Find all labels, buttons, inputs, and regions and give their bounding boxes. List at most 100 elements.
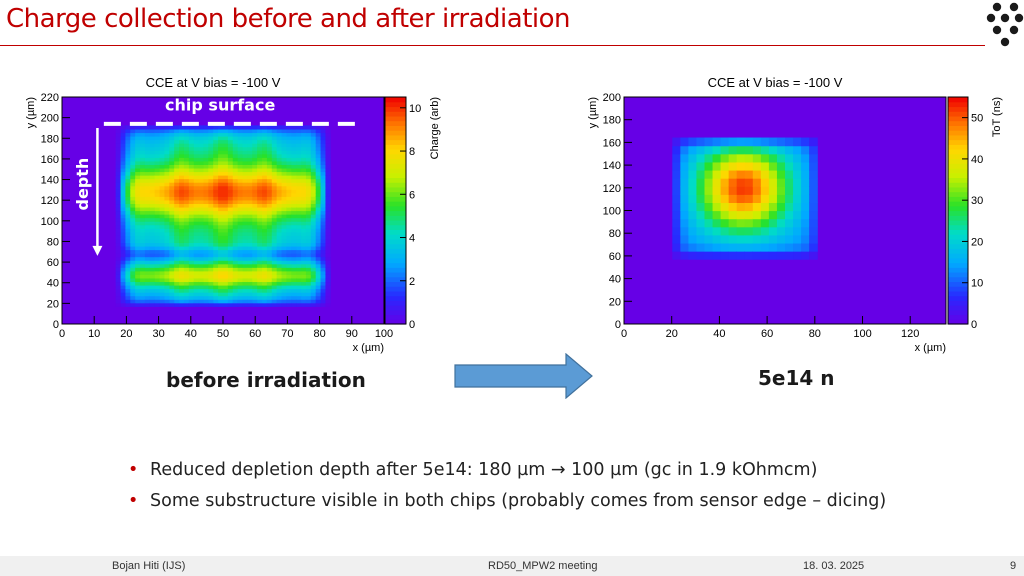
heatmap-cell (315, 175, 322, 180)
heatmap-cell (310, 256, 317, 261)
heatmap-cell (223, 146, 229, 151)
x-tick-label: 20 (666, 328, 678, 340)
heatmap-cell (149, 143, 156, 148)
heatmap-cell (203, 224, 209, 229)
heatmap-cell (174, 153, 180, 158)
colorbar-segment (385, 253, 406, 259)
heatmap-cell (208, 157, 214, 162)
heatmap-cell (712, 153, 722, 163)
heatmap-cell (140, 146, 146, 151)
heatmap-cell (179, 260, 185, 265)
heatmap-cell (281, 281, 288, 286)
colorbar-segment (948, 300, 968, 306)
colorbar-segment (385, 262, 406, 268)
heatmap-cell (237, 256, 244, 261)
heatmap-cell (125, 224, 131, 229)
heatmap-cell (291, 281, 297, 286)
heatmap-cell (198, 217, 205, 222)
heatmap-cell (801, 169, 810, 179)
heatmap-cell (130, 125, 136, 130)
heatmap-cell (257, 231, 263, 236)
heatmap-cell (144, 281, 151, 286)
heatmap-cell (271, 249, 278, 254)
heatmap-cell (728, 226, 738, 236)
heatmap-cell (262, 146, 268, 151)
heatmap-cell (237, 160, 244, 165)
heatmap-cell (232, 146, 239, 151)
heatmap-cell (115, 253, 122, 258)
heatmap-cell (203, 277, 209, 283)
heatmap-cell (159, 253, 166, 258)
heatmap-cell (276, 171, 283, 176)
heatmap-cell (286, 299, 292, 304)
heatmap-cell (135, 217, 141, 222)
heatmap-cell (281, 267, 288, 272)
heatmap-cell (696, 178, 706, 187)
heatmap-cell (203, 164, 209, 169)
heatmap-cell (183, 153, 190, 158)
heatmap-cell (276, 132, 283, 137)
heatmap-cell (301, 292, 307, 297)
footer-bar (0, 556, 1024, 576)
heatmap-cell (223, 281, 229, 286)
heatmap-cell (115, 182, 122, 187)
heatmap-cell (232, 228, 239, 233)
heatmap-cell (310, 267, 317, 272)
heatmap-cell (227, 277, 234, 283)
heatmap-cell (213, 136, 219, 141)
heatmap-cell (203, 221, 209, 226)
heatmap-cell (286, 178, 292, 183)
heatmap-cell (149, 281, 156, 286)
heatmap-cell (281, 175, 288, 180)
heatmap-cell (252, 125, 258, 130)
heatmap-cell (164, 171, 170, 176)
heatmap-cell (169, 249, 175, 254)
heatmap-cell (179, 284, 185, 290)
heatmap-cell (266, 125, 273, 130)
heatmap-cell (276, 242, 283, 247)
heatmap-cell (115, 171, 122, 176)
heatmap-cell (120, 281, 127, 286)
heatmap-cell (296, 143, 302, 148)
heatmap-cell (159, 245, 166, 251)
heatmap-cell (291, 299, 297, 304)
heatmap-cell (227, 210, 234, 215)
heatmap-cell (218, 295, 224, 300)
heatmap-cell (768, 251, 778, 260)
heatmap-cell (193, 182, 200, 187)
heatmap-cell (281, 196, 288, 201)
heatmap-cell (130, 199, 136, 205)
heatmap-cell (144, 221, 151, 226)
heatmap-cell (198, 256, 205, 261)
heatmap-cell (315, 270, 322, 275)
heatmap-cell (315, 221, 322, 226)
colorbar-segment (948, 286, 968, 292)
heatmap-cell (179, 196, 185, 201)
heatmap-cell (218, 245, 224, 251)
heatmap-cell (281, 206, 288, 212)
colorbar-segment (948, 111, 968, 117)
heatmap-cell (242, 263, 248, 268)
heatmap-cell (193, 253, 200, 258)
heatmap-cell (325, 153, 331, 158)
heatmap-cell (247, 270, 253, 275)
heatmap-cell (164, 167, 170, 173)
heatmap-cell (144, 143, 151, 148)
heatmap-cell (266, 284, 273, 290)
x-tick-label: 10 (88, 328, 100, 340)
heatmap-cell (208, 217, 214, 222)
heatmap-cell (135, 299, 141, 304)
heatmap-cell (247, 210, 253, 215)
heatmap-cell (135, 178, 141, 183)
heatmap-cell (227, 185, 234, 190)
colorbar-segment (948, 219, 968, 226)
heatmap-cell (198, 146, 205, 151)
heatmap-cell (120, 167, 127, 173)
heatmap-cell (169, 295, 175, 300)
heatmap-cell (271, 231, 278, 236)
heatmap-cell (281, 210, 288, 215)
heatmap-cell (218, 139, 224, 144)
heatmap-cell (257, 238, 263, 244)
heatmap-cell (752, 234, 762, 244)
heatmap-cell (247, 128, 253, 134)
